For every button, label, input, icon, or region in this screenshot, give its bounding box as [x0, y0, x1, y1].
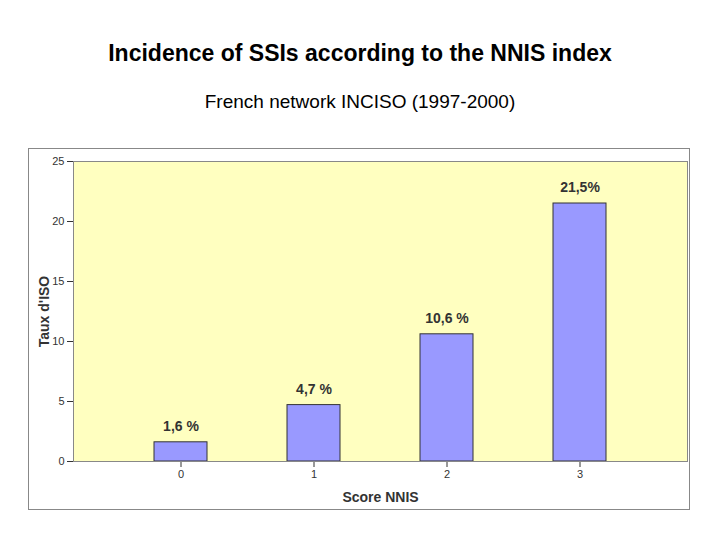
- svg-text:25: 25: [52, 155, 64, 167]
- svg-text:0: 0: [58, 455, 64, 467]
- svg-text:3: 3: [577, 468, 583, 480]
- svg-text:Score NNIS: Score NNIS: [342, 489, 418, 505]
- svg-text:1: 1: [311, 468, 317, 480]
- svg-text:10: 10: [52, 335, 64, 347]
- svg-text:4,7 %: 4,7 %: [296, 381, 332, 397]
- svg-text:21,5%: 21,5%: [560, 179, 600, 195]
- svg-text:2: 2: [444, 468, 450, 480]
- svg-text:Taux d'ISO: Taux d'ISO: [36, 276, 52, 348]
- svg-text:1,6 %: 1,6 %: [163, 418, 199, 434]
- svg-text:20: 20: [52, 215, 64, 227]
- svg-text:0: 0: [178, 468, 184, 480]
- svg-text:10,6 %: 10,6 %: [425, 310, 469, 326]
- svg-text:5: 5: [58, 395, 64, 407]
- html-text:French network INCISO (1997-20: French network INCISO (1997-2000): [204, 91, 516, 112]
- svg-text:15: 15: [52, 275, 64, 287]
- html-text:Incidence of SSIs according to: Incidence of SSIs according to the NNIS …: [108, 40, 612, 66]
